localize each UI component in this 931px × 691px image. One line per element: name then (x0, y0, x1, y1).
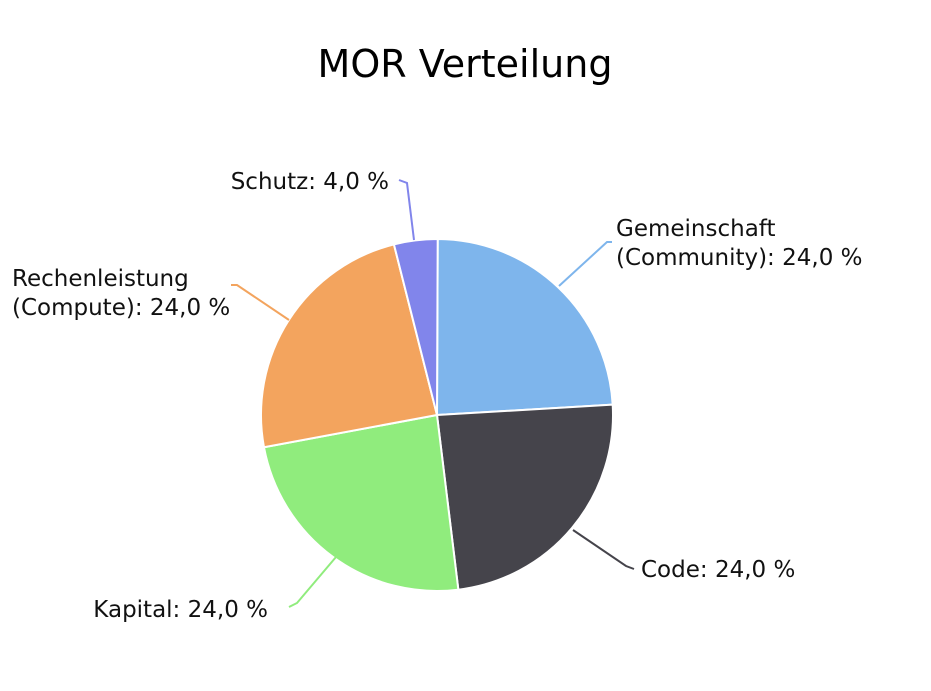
connector-kapital (288, 556, 337, 608)
slice-label-line: Schutz: 4,0 % (231, 169, 389, 195)
slice-label-line: (Community): 24,0 % (616, 245, 863, 271)
pie-slice-code[interactable] (436, 403, 614, 591)
connector-schutz (398, 179, 415, 241)
pie-slice-kapital[interactable] (262, 414, 460, 592)
slice-label-kapital: Kapital: 24,0 % (93, 597, 268, 623)
connector-code (572, 529, 635, 570)
label-connectors (231, 179, 635, 608)
chart-title: MOR Verteilung (318, 42, 613, 86)
slice-label-line: Kapital: 24,0 % (93, 597, 268, 623)
pie-slice-gemeinschaft-community[interactable] (436, 238, 614, 416)
pie-slices (260, 238, 614, 592)
slice-label-gemeinschaft-community: Gemeinschaft (Community): 24,0 % (616, 216, 863, 271)
connector-rechenleistung-compute (231, 284, 290, 321)
slice-label-line: (Compute): 24,0 % (12, 295, 230, 321)
slice-labels: Gemeinschaft (Community): 24,0 % Code: 24,… (12, 169, 863, 623)
pie-slice-schutz[interactable] (392, 238, 439, 416)
connector-gemeinschaft-community (558, 241, 612, 287)
slice-label-line: Rechenleistung (12, 266, 189, 292)
slice-label-schutz: Schutz: 4,0 % (231, 169, 389, 195)
slice-label-code: Code: 24,0 % (641, 557, 795, 583)
slice-label-line: Code: 24,0 % (641, 557, 795, 583)
slice-label-line: Gemeinschaft (616, 216, 776, 242)
slice-label-rechenleistung-compute: Rechenleistung (Compute): 24,0 % (12, 266, 230, 321)
